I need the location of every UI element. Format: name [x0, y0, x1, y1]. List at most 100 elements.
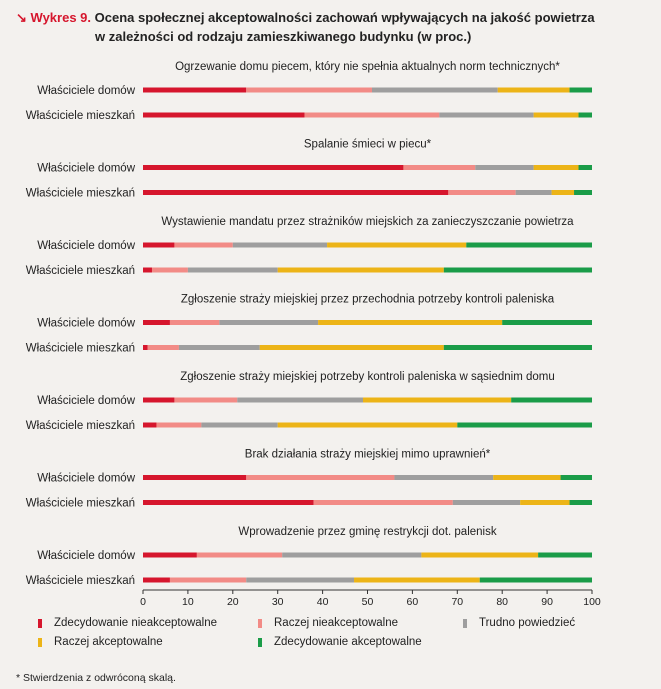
x-tick-label: 50: [362, 596, 374, 608]
bar-segment: [143, 190, 449, 195]
bar-segment: [578, 112, 592, 118]
bar-segment: [143, 475, 247, 480]
bar-segment: [515, 190, 552, 195]
bar-segment: [304, 112, 440, 118]
bar-segment: [313, 500, 453, 505]
bar-segment: [574, 190, 592, 195]
x-tick-label: 0: [140, 596, 146, 608]
bar-segment: [354, 577, 480, 583]
bar-segment: [143, 422, 157, 428]
bar-segment: [143, 345, 148, 350]
bar-segment: [493, 475, 561, 480]
legend-label: Zdecydowanie akceptowalne: [274, 636, 422, 648]
bar-segment: [219, 320, 319, 325]
bar-segment: [246, 475, 395, 480]
group-title: Ogrzewanie domu piecem, który nie spełni…: [175, 61, 560, 73]
title-line-1: Ocena społecznej akceptowalności zachowa…: [94, 10, 595, 25]
x-tick-label: 100: [583, 596, 601, 608]
bar-segment: [147, 345, 179, 350]
bar-segment: [143, 87, 247, 93]
x-tick-label: 80: [496, 596, 508, 608]
bar-segment: [246, 87, 372, 93]
bar-segment: [327, 242, 467, 248]
bar-segment: [578, 165, 592, 170]
bar-segment: [457, 422, 592, 428]
legend-label: Trudno powiedzieć: [479, 617, 576, 629]
bar-segment: [246, 577, 355, 583]
bar-segment: [394, 475, 494, 480]
bar-segment: [237, 397, 364, 403]
group-title: Wystawienie mandatu przez strażników mie…: [161, 216, 574, 228]
bar-segment: [533, 165, 579, 170]
bar-segment: [318, 320, 503, 325]
bar-segment: [538, 552, 592, 558]
legend-label: Raczej nieakceptowalne: [274, 617, 399, 629]
bar-segment: [466, 242, 592, 248]
bar-segment: [169, 320, 220, 325]
x-tick-label: 90: [541, 596, 553, 608]
bar-segment: [232, 242, 328, 248]
bar-segment: [143, 165, 404, 170]
bar-segment: [201, 422, 278, 428]
bar-segment: [533, 112, 579, 118]
stacked-bar-chart: Ogrzewanie domu piecem, który nie spełni…: [26, 61, 601, 608]
x-tick-label: 70: [451, 596, 463, 608]
x-tick-label: 10: [182, 596, 194, 608]
bar-segment: [560, 475, 592, 480]
x-tick-label: 30: [272, 596, 284, 608]
legend-swatch: [463, 618, 467, 628]
bar-segment: [169, 577, 247, 583]
legend-label: Zdecydowanie nieakceptowalne: [54, 617, 218, 629]
bar-segment: [259, 345, 444, 350]
group-title: Zgłoszenie straży miejskiej potrzeby kon…: [180, 371, 555, 383]
row-label: Właściciele domów: [37, 550, 135, 562]
bar-segment: [502, 320, 592, 325]
legend-item: Zdecydowanie akceptowalne: [258, 636, 422, 648]
row-label: Właściciele mieszkań: [26, 575, 135, 587]
bar-segment: [511, 397, 592, 403]
bar-segment: [439, 112, 534, 118]
bar-segment: [371, 87, 498, 93]
row-label: Właściciele domów: [37, 85, 135, 97]
bar-segment: [143, 267, 152, 273]
legend-swatch: [258, 618, 262, 628]
row-label: Właściciele domów: [37, 240, 135, 252]
bar-segment: [174, 242, 233, 248]
legend-item: Trudno powiedzieć: [463, 617, 575, 629]
legend-swatch: [258, 637, 262, 647]
bar-segment: [143, 500, 314, 505]
bar-segment: [277, 422, 458, 428]
legend-item: Raczej nieakceptowalne: [258, 617, 398, 629]
bar-segment: [443, 267, 592, 273]
group-title: Spalanie śmieci w piecu*: [304, 139, 432, 151]
row-label: Właściciele domów: [37, 473, 135, 485]
bar-segment: [196, 552, 283, 558]
x-tick-label: 60: [407, 596, 419, 608]
bar-segment: [475, 165, 534, 170]
bar-segment: [403, 165, 476, 170]
bar-segment: [151, 267, 188, 273]
row-label: Właściciele domów: [37, 163, 135, 175]
bar-segment: [143, 577, 170, 583]
bar-segment: [452, 500, 521, 505]
group-title: Brak działania straży miejskiej mimo upr…: [245, 449, 491, 461]
legend-swatch: [38, 618, 42, 628]
bar-segment: [277, 267, 444, 273]
bar-segment: [551, 190, 575, 195]
row-label: Właściciele mieszkań: [26, 420, 135, 432]
row-label: Właściciele mieszkań: [26, 110, 135, 122]
bar-segment: [448, 190, 516, 195]
row-label: Właściciele mieszkań: [26, 188, 135, 200]
bar-segment: [443, 345, 592, 350]
bar-segment: [143, 112, 305, 118]
bar-segment: [569, 87, 592, 93]
x-tick-label: 40: [317, 596, 329, 608]
bar-segment: [520, 500, 570, 505]
chart-number: Wykres 9.: [30, 10, 91, 25]
bar-segment: [497, 87, 570, 93]
row-label: Właściciele mieszkań: [26, 265, 135, 277]
x-tick-label: 20: [227, 596, 239, 608]
legend-item: Raczej akceptowalne: [38, 636, 163, 648]
bar-segment: [143, 397, 175, 403]
chart-title: ↘ Wykres 9. Ocena społecznej akceptowaln…: [16, 8, 595, 46]
